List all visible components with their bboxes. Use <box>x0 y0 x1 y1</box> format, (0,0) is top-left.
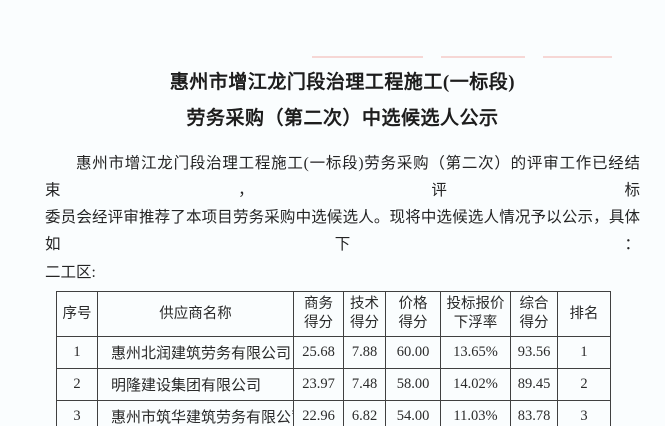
cell-discount: 13.65% <box>440 336 511 369</box>
cell-rank: 3 <box>557 400 611 426</box>
cell-index: 1 <box>56 336 98 369</box>
cell-rank: 1 <box>557 336 611 369</box>
cell-price: 60.00 <box>385 336 441 369</box>
cell-supplier: 明隆建设集团有限公司 <box>97 368 294 401</box>
cell-business: 23.97 <box>293 368 344 401</box>
table-row: 1 惠州北润建筑劳务有限公司 25.68 7.88 60.00 13.65% 93.56 1 <box>56 336 611 369</box>
column-header-discount: 投标报价 下浮率 <box>440 291 511 337</box>
cell-price: 54.00 <box>385 400 441 426</box>
document-title-line2: 劳务采购（第二次）中选候选人公示 <box>186 108 499 129</box>
intro-paragraph: 惠州市增江龙门段治理工程施工(一标段)劳务采购（第二次）的评审工作已经结束，评标… <box>45 150 640 258</box>
column-header-rank: 排名 <box>557 291 611 337</box>
column-header-index: 序号 <box>56 291 98 337</box>
column-header-composite: 综合 得分 <box>510 291 558 337</box>
cell-composite: 93.56 <box>510 336 558 369</box>
cell-price: 58.00 <box>385 368 441 401</box>
cell-supplier: 惠州市筑华建筑劳务有限公司 <box>97 400 294 426</box>
paragraph-line: 惠州市增江龙门段治理工程施工(一标段)劳务采购（第二次）的评审工作已经结束，评标 <box>45 155 640 199</box>
cell-business: 22.96 <box>293 400 344 426</box>
column-header-business: 商务 得分 <box>293 291 344 337</box>
candidate-score-table: 序号 供应商名称 商务 得分 技术 得分 价格 得分 投标报价 下浮率 综合 得分 排名 1 惠州北润建筑… <box>56 291 611 426</box>
cell-supplier: 惠州北润建筑劳务有限公司 <box>97 336 294 369</box>
section-label: 二工区: <box>45 264 96 281</box>
table-row: 2 明隆建设集团有限公司 23.97 7.48 58.00 14.02% 89.45 2 <box>56 368 611 401</box>
column-header-supplier: 供应商名称 <box>97 291 294 337</box>
column-header-technical: 技术 得分 <box>343 291 386 337</box>
table-header-row: 序号 供应商名称 商务 得分 技术 得分 价格 得分 投标报价 下浮率 综合 得分 排名 <box>56 291 611 337</box>
cell-business: 25.68 <box>293 336 344 369</box>
cell-discount: 14.02% <box>440 368 511 401</box>
cell-technical: 6.82 <box>343 400 386 426</box>
cell-discount: 11.03% <box>440 400 511 426</box>
paragraph-line: 委员会经评审推荐了本项目劳务采购中选候选人。现将中选候选人情况予以公示，具体如下… <box>45 209 640 253</box>
cell-composite: 89.45 <box>510 368 558 401</box>
cell-index: 3 <box>56 400 98 426</box>
column-header-price: 价格 得分 <box>385 291 441 337</box>
cell-index: 2 <box>56 368 98 401</box>
cell-composite: 83.78 <box>510 400 558 426</box>
table-row: 3 惠州市筑华建筑劳务有限公司 22.96 6.82 54.00 11.03% 83.78 3 <box>56 400 611 426</box>
cell-technical: 7.48 <box>343 368 386 401</box>
cell-technical: 7.88 <box>343 336 386 369</box>
document-title-line1: 惠州市增江龙门段治理工程施工(一标段) <box>169 72 516 93</box>
cell-rank: 2 <box>557 368 611 401</box>
